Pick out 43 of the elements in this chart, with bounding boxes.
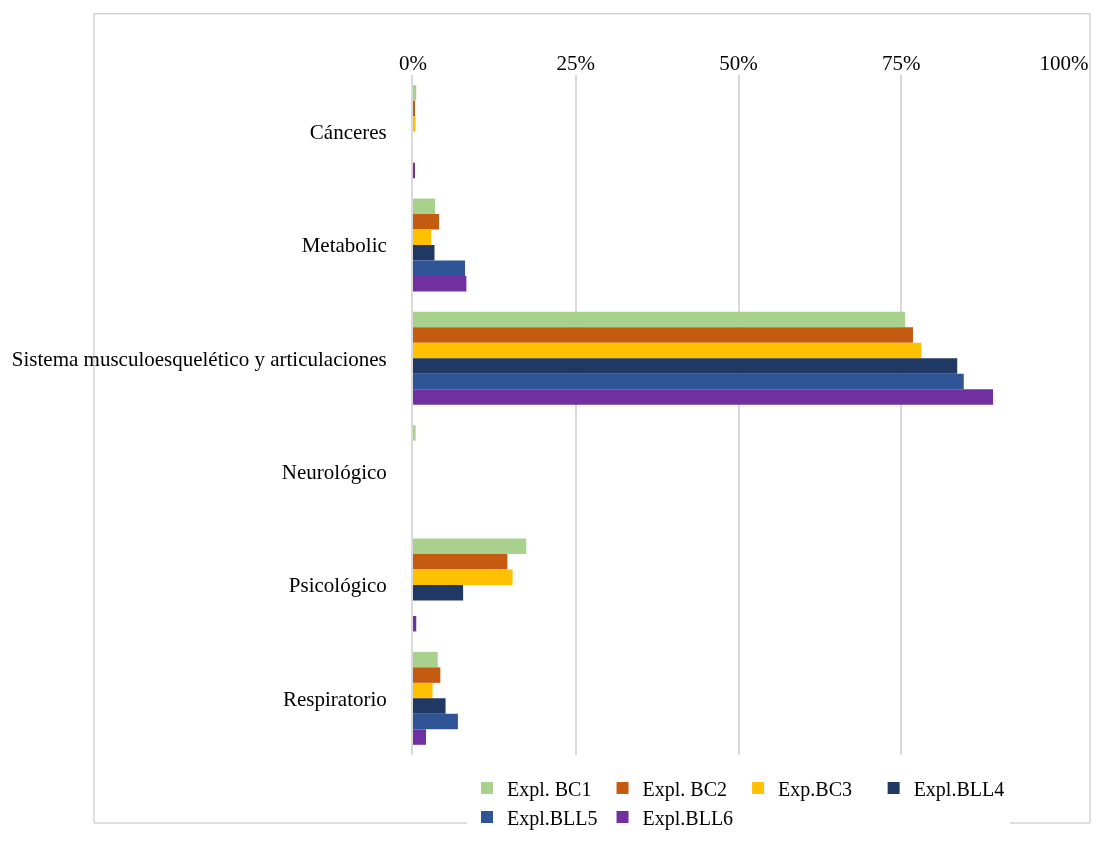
bar bbox=[413, 698, 446, 714]
y-tick-label: Metabolic bbox=[301, 233, 387, 258]
x-tick-label: 0% bbox=[399, 50, 427, 75]
bar bbox=[413, 275, 467, 292]
bar bbox=[413, 229, 432, 245]
bar bbox=[413, 311, 906, 328]
bar bbox=[413, 245, 435, 261]
bar bbox=[413, 554, 508, 570]
x-tick-label: 50% bbox=[719, 50, 758, 75]
x-tick-label: 100% bbox=[1039, 50, 1089, 75]
bar bbox=[413, 260, 466, 276]
bar bbox=[413, 85, 417, 101]
y-tick-label: Neurológico bbox=[281, 460, 387, 485]
bar bbox=[413, 342, 922, 359]
bar bbox=[413, 116, 416, 132]
bar bbox=[413, 729, 427, 745]
y-tick-label: Psicológico bbox=[288, 573, 387, 598]
legend-label: Expl.BLL4 bbox=[913, 777, 1005, 801]
bar bbox=[413, 569, 513, 585]
bar bbox=[413, 538, 527, 555]
legend-label: Expl.BLL6 bbox=[642, 806, 734, 830]
bar bbox=[413, 651, 438, 668]
x-tick-label: 25% bbox=[556, 50, 595, 75]
bar bbox=[413, 713, 458, 730]
bar bbox=[413, 585, 464, 601]
bar bbox=[413, 373, 964, 390]
y-tick-label: Sistema musculoesquelético y articulaciones bbox=[11, 346, 387, 371]
bar bbox=[413, 615, 417, 632]
bar bbox=[413, 327, 913, 343]
y-tick-label: Respiratorio bbox=[282, 686, 387, 711]
y-tick-label: Cánceres bbox=[309, 120, 387, 145]
legend-label: Exp.BC3 bbox=[778, 777, 852, 801]
legend-label: Expl. BC1 bbox=[507, 777, 592, 801]
bar bbox=[413, 667, 441, 683]
legend-label: Expl.BLL5 bbox=[507, 806, 598, 830]
bar bbox=[413, 682, 433, 699]
legend-label: Expl. BC2 bbox=[642, 777, 727, 801]
x-tick-label: 75% bbox=[882, 50, 921, 75]
bar bbox=[413, 358, 958, 374]
bar bbox=[413, 214, 440, 230]
bar bbox=[413, 198, 436, 215]
bar bbox=[413, 425, 416, 441]
bar bbox=[413, 389, 994, 405]
